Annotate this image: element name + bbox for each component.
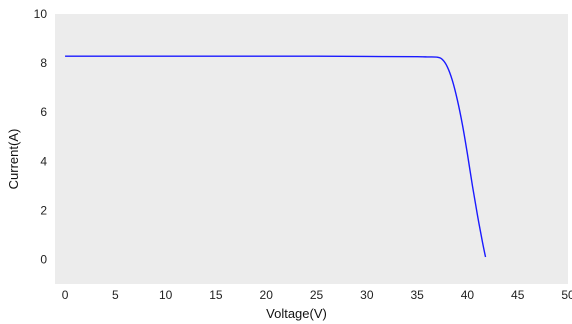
x-tick-label: 30: [360, 288, 374, 302]
y-tick-label: 4: [40, 154, 47, 168]
x-tick-label: 45: [511, 288, 525, 302]
y-axis-title: Current(A): [6, 129, 21, 190]
x-tick-label: 10: [159, 288, 173, 302]
y-tick-label: 2: [40, 203, 47, 217]
series-layer: [65, 55, 487, 258]
x-axis-ticks: 0 5 10 15 20 25 30 35 40 45 50: [62, 288, 572, 302]
y-tick-label: 0: [40, 252, 47, 266]
plot-area: [55, 14, 568, 284]
x-tick-label: 15: [209, 288, 223, 302]
x-tick-label: 40: [461, 288, 475, 302]
x-tick-label: 35: [410, 288, 424, 302]
x-tick-label: 50: [561, 288, 572, 302]
x-tick-label: 0: [62, 288, 69, 302]
y-tick-label: 8: [40, 56, 47, 70]
x-axis-title: Voltage(V): [266, 306, 327, 321]
y-tick-label: 10: [34, 7, 48, 21]
x-tick-label: 25: [310, 288, 324, 302]
x-tick-label: 5: [112, 288, 119, 302]
y-tick-label: 6: [40, 105, 47, 119]
x-tick-label: 20: [260, 288, 274, 302]
y-axis-ticks: 0 2 4 6 8 10: [34, 7, 48, 266]
iv-curve-line: [65, 55, 487, 258]
